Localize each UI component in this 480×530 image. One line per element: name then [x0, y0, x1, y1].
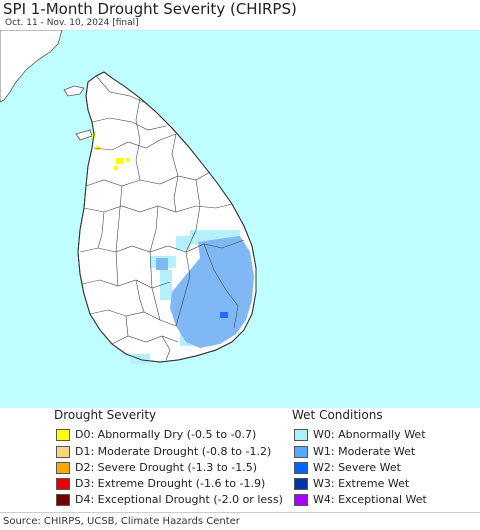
wet-w1-area: [156, 236, 254, 348]
legend-d2-label: D2: Severe Drought (-1.3 to -1.5): [75, 461, 258, 474]
legend-w0-swatch: [294, 428, 308, 441]
legend-w1: W1: Moderate Wet: [294, 444, 415, 459]
wet-w2-spot: [220, 312, 228, 318]
legend-w1-swatch: [294, 445, 308, 458]
legend-w3: W3: Extreme Wet: [294, 476, 409, 491]
legend-d4: D4: Exceptional Drought (-2.0 or less): [56, 492, 283, 507]
legend-d0-label: D0: Abnormally Dry (-0.5 to -0.7): [75, 428, 257, 441]
drought-legend-title: Drought Severity: [54, 408, 157, 422]
legend-d2-swatch: [56, 461, 70, 474]
source-credit: Source: CHIRPS, UCSB, Climate Hazards Ce…: [3, 516, 240, 527]
legend-d4-swatch: [56, 493, 70, 506]
northern-islet: [63, 85, 85, 97]
legend-w4: W4: Exceptional Wet: [294, 492, 427, 507]
legend-w1-label: W1: Moderate Wet: [313, 445, 416, 458]
legend-w3-label: W3: Extreme Wet: [313, 477, 410, 490]
legend-d1-swatch: [56, 445, 70, 458]
legend-d3-swatch: [56, 477, 70, 490]
legend-d0: D0: Abnormally Dry (-0.5 to -0.7): [56, 427, 256, 442]
legend-d3-label: D3: Extreme Drought (-1.6 to -1.9): [75, 477, 266, 490]
district-boundaries: [79, 75, 245, 361]
legend-w2-label: W2: Severe Wet: [313, 461, 401, 474]
map-title: SPI 1-Month Drought Severity (CHIRPS): [3, 0, 297, 18]
legend-w4-swatch: [294, 493, 308, 506]
legend-d1: D1: Moderate Drought (-0.8 to -1.2): [56, 444, 271, 459]
india-landmass: [0, 30, 63, 103]
legend-w4-label: W4: Exceptional Wet: [313, 493, 427, 506]
map-subtitle: Oct. 11 - Nov. 10, 2024 [final]: [5, 18, 139, 28]
legend-w2-swatch: [294, 461, 308, 474]
legend-w3-swatch: [294, 477, 308, 490]
legend-d0-swatch: [56, 428, 70, 441]
legend-w0: W0: Abnormally Wet: [294, 427, 426, 442]
footer-divider: [0, 512, 480, 513]
legend-d1-label: D1: Moderate Drought (-0.8 to -1.2): [75, 445, 272, 458]
legend-d4-label: D4: Exceptional Drought (-2.0 or less): [75, 493, 283, 506]
drought-map: [0, 30, 480, 408]
legend-w0-label: W0: Abnormally Wet: [313, 428, 426, 441]
wet-legend-title: Wet Conditions: [292, 408, 383, 422]
legend-d3: D3: Extreme Drought (-1.6 to -1.9): [56, 476, 265, 491]
legend-w2: W2: Severe Wet: [294, 460, 401, 475]
legend-d2: D2: Severe Drought (-1.3 to -1.5): [56, 460, 257, 475]
